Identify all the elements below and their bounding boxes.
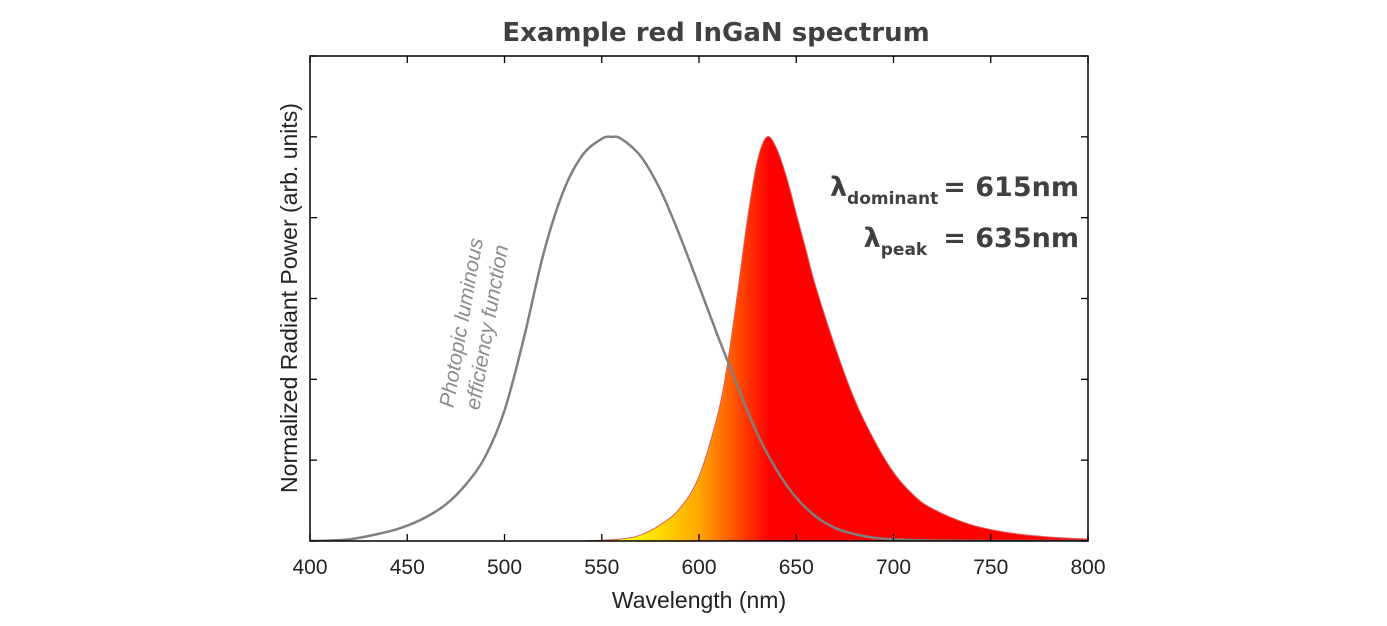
x-tick-label: 650 (779, 556, 814, 579)
x-tick-label: 600 (681, 556, 716, 579)
photopic-curve-line (310, 135, 1088, 541)
plot-frame (309, 55, 1089, 542)
y-axis-label: Normalized Radiant Power (arb. units) (276, 103, 302, 493)
x-tick-label: 400 (292, 556, 327, 579)
x-axis-label: Wavelength (nm) (612, 587, 786, 613)
x-tick-label: 550 (584, 556, 619, 579)
x-tick-label: 800 (1070, 556, 1105, 579)
x-tick-label: 450 (390, 556, 425, 579)
x-tick-label: 700 (876, 556, 911, 579)
x-tick-label: 500 (487, 556, 522, 579)
ingan-spectrum-area (582, 136, 1088, 541)
chart-title: Example red InGaN spectrum (502, 18, 929, 48)
dominant-wavelength-annotation: λdominant = 615nm (830, 172, 1079, 209)
peak-wavelength-annotation: λpeak = 635nm (864, 223, 1079, 260)
x-tick-label: 750 (973, 556, 1008, 579)
